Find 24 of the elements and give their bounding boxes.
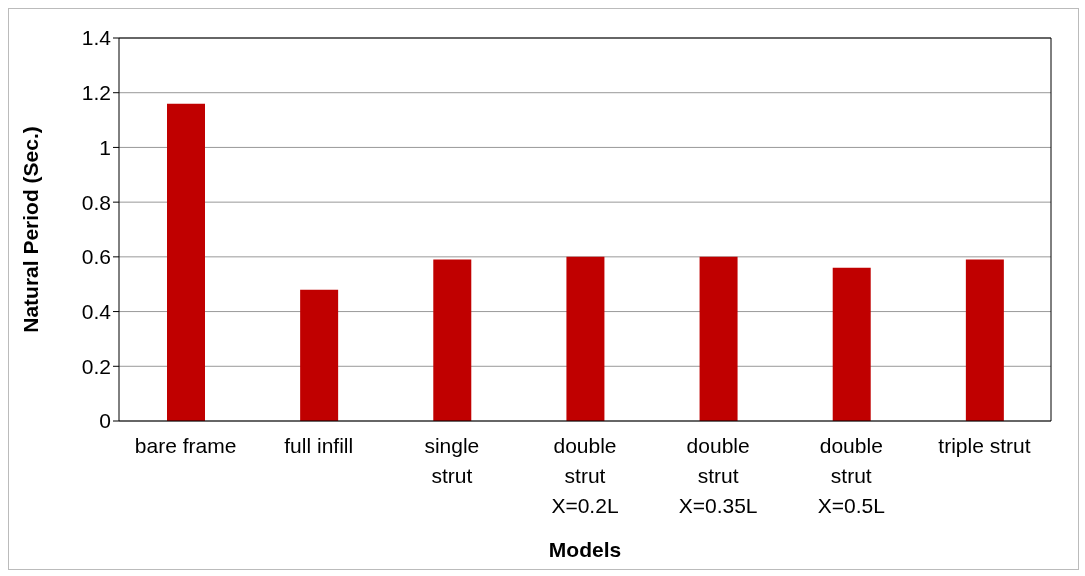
- x-tick-label: double strut X=0.35L: [678, 434, 758, 517]
- y-tick-label: 1.2: [81, 81, 111, 105]
- y-tick-label: 1.4: [81, 26, 112, 50]
- x-tick-label: double strut X=0.2L: [551, 434, 619, 517]
- x-tick-label: single strut: [424, 434, 480, 487]
- bar: [167, 103, 205, 421]
- x-tick-label: double strut X=0.5L: [817, 434, 885, 517]
- x-axis-title: Models: [548, 538, 622, 561]
- bar: [699, 256, 738, 421]
- y-tick-label: 0.4: [81, 300, 112, 324]
- bar: [965, 259, 1004, 421]
- y-tick-label: 0.8: [81, 190, 111, 214]
- x-tick-label: triple strut: [938, 434, 1031, 457]
- y-tick-label: 0: [99, 409, 111, 433]
- y-tick-label: 1: [99, 135, 111, 159]
- x-tick-label: bare frame: [134, 434, 237, 457]
- y-tick-label: 0.2: [81, 354, 111, 378]
- bar: [433, 259, 472, 421]
- bar: [300, 289, 339, 421]
- y-axis-title: Natural Period (Sec.): [19, 126, 43, 333]
- bar: [832, 267, 871, 421]
- x-tick-label: full infill: [284, 434, 354, 457]
- y-tick-label: 0.6: [81, 245, 111, 269]
- bar: [566, 256, 605, 421]
